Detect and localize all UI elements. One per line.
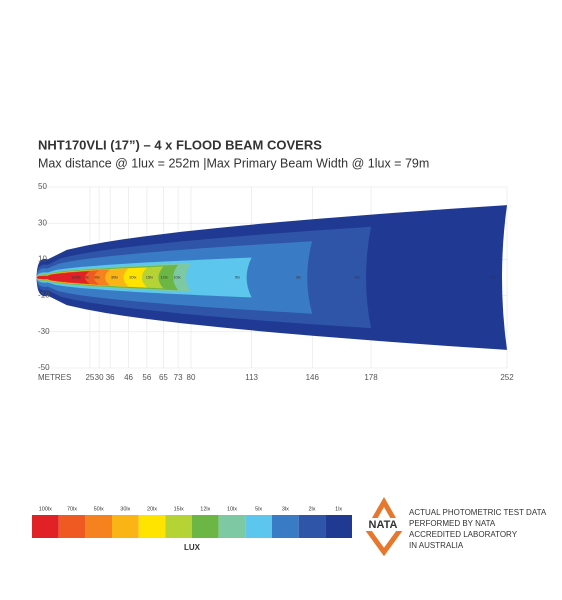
y-tick-label: 30 [38, 218, 47, 227]
legend-label: 20lx [147, 506, 157, 512]
zone-label: 2lx [354, 275, 359, 280]
beam: 1lx 2lx 3lx 5lx 10lx 12lx 15lx 20lx 30lx 50lx 70lx… [36, 205, 508, 350]
legend-swatch [85, 515, 112, 538]
legend-label: 1lx [335, 506, 342, 512]
zone-label: 5lx [235, 275, 240, 280]
legend-label: 15lx [174, 506, 184, 512]
x-tick-label: 113 [245, 373, 258, 382]
y-tick-label: -30 [38, 327, 50, 336]
legend-swatch [325, 515, 352, 538]
zone-label: 3lx [296, 275, 301, 280]
legend-swatch [218, 515, 246, 538]
notice-line: PERFORMED BY NATA [409, 519, 496, 528]
x-tick-label: 56 [142, 373, 151, 382]
zone-label: 100lx [71, 275, 81, 280]
legend-title: LUX [184, 543, 201, 552]
legend-label: 30lx [120, 506, 130, 512]
zone-label: 1lx [490, 275, 495, 280]
x-tick-label: 46 [124, 373, 133, 382]
logo-band [362, 518, 404, 531]
zone-label: 70lx [81, 275, 88, 280]
y-tick-label: 50 [38, 182, 47, 191]
x-tick-label: 36 [106, 373, 115, 382]
logo-text: NATA [369, 519, 398, 531]
legend-label: 12lx [200, 506, 210, 512]
zone-label: 20lx [129, 275, 136, 280]
chart-title: NHT170VLI (17”) – 4 x FLOOD BEAM COVERS [38, 137, 322, 152]
notice-line: ACCREDITED LABORATORY [409, 530, 518, 539]
legend-swatch [298, 515, 326, 538]
legend-swatch [58, 515, 86, 538]
y-tick-label: -50 [38, 363, 50, 372]
x-tick-label: 73 [174, 373, 183, 382]
zone-label: 15lx [146, 275, 153, 280]
x-tick-label: 252 [500, 373, 514, 382]
notice-line: IN AUSTRALIA [409, 541, 464, 550]
legend-label: 10lx [227, 506, 237, 512]
legend-swatch [112, 515, 139, 538]
legend-swatch [32, 515, 59, 538]
x-tick-label: 65 [159, 373, 168, 382]
x-tick-label: 178 [364, 373, 378, 382]
zone-label: 10lx [173, 275, 180, 280]
x-tick-label: 80 [187, 373, 196, 382]
nata-logo: NATA [362, 496, 404, 557]
x-tick-label: 30 [95, 373, 104, 382]
legend-label: 70lx [67, 506, 77, 512]
legend-label: 3lx [282, 506, 289, 512]
notice-line: ACTUAL PHOTOMETRIC TEST DATA [409, 508, 547, 517]
y-tick-label: -10 [38, 291, 50, 300]
chart-subtitle: Max distance @ 1lux = 252m |Max Primary … [38, 156, 429, 170]
x-axis-label: METRES [38, 373, 71, 382]
legend-label: 100lx [39, 506, 52, 512]
y-tick-label: 10 [38, 255, 47, 264]
legend-swatch [192, 515, 219, 538]
zone-label: 30lx [111, 275, 118, 280]
legend-label: 5lx [255, 506, 262, 512]
legend-swatch [272, 515, 299, 538]
legend-swatch [138, 515, 166, 538]
zone-label: 50lx [92, 275, 99, 280]
legend-swatch [245, 515, 272, 538]
legend-label: 2lx [308, 506, 315, 512]
legend-swatch [165, 515, 192, 538]
legend-label: 50lx [94, 506, 104, 512]
x-tick-label: 25 [85, 373, 94, 382]
beam-zone [36, 271, 90, 284]
x-tick-label: 146 [306, 373, 320, 382]
zone-label: 12lx [160, 275, 167, 280]
